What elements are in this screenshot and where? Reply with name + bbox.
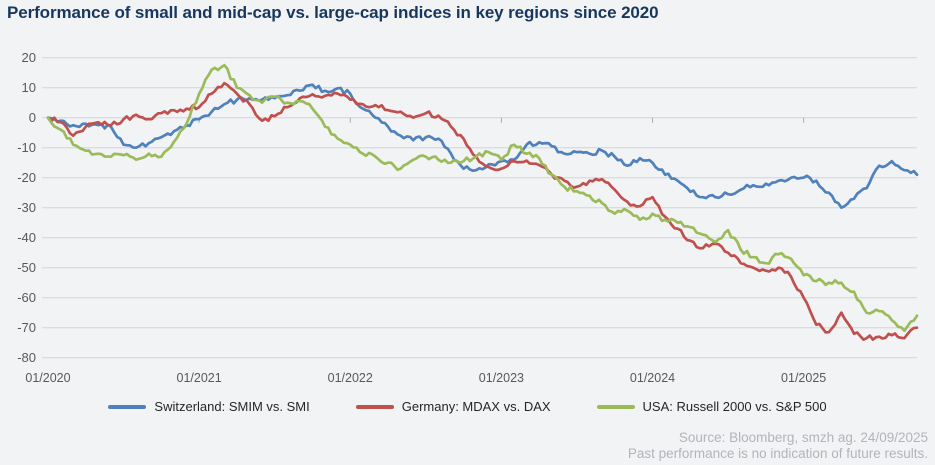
disclaimer-text: Past performance is no indication of fut… (627, 446, 928, 462)
svg-text:-50: -50 (17, 260, 36, 275)
legend-label-switzerland: Switzerland: SMIM vs. SMI (154, 399, 310, 414)
svg-text:-10: -10 (17, 140, 36, 155)
svg-text:01/2025: 01/2025 (781, 371, 826, 385)
svg-text:-70: -70 (17, 320, 36, 335)
svg-text:-40: -40 (17, 230, 36, 245)
source-text: Source: Bloomberg, smzh ag. 24/09/2025 (678, 430, 928, 446)
legend-item-switzerland: Switzerland: SMIM vs. SMI (108, 399, 310, 414)
svg-text:10: 10 (22, 80, 36, 95)
chart-title: Performance of small and mid-cap vs. lar… (7, 3, 659, 22)
chart-legend: Switzerland: SMIM vs. SMI Germany: MDAX … (0, 399, 935, 414)
svg-text:01/2021: 01/2021 (177, 371, 222, 385)
svg-text:-80: -80 (17, 350, 36, 365)
svg-text:-20: -20 (17, 170, 36, 185)
legend-label-germany: Germany: MDAX vs. DAX (401, 399, 551, 414)
svg-text:01/2020: 01/2020 (25, 371, 70, 385)
germany-line-swatch (355, 404, 394, 409)
svg-text:01/2022: 01/2022 (328, 371, 373, 385)
svg-text:01/2024: 01/2024 (630, 371, 675, 385)
footnote: Source: Bloomberg, smzh ag. 24/09/2025 P… (628, 430, 928, 462)
svg-text:20: 20 (22, 50, 36, 65)
switzerland-line-swatch (108, 404, 147, 409)
svg-text:01/2023: 01/2023 (479, 371, 524, 385)
usa-line-swatch (596, 404, 635, 409)
svg-text:-30: -30 (17, 200, 36, 215)
legend-item-usa: USA: Russell 2000 vs. S&P 500 (596, 399, 827, 414)
legend-label-usa: USA: Russell 2000 vs. S&P 500 (642, 399, 827, 414)
svg-text:-60: -60 (17, 290, 36, 305)
svg-text:0: 0 (29, 110, 36, 125)
legend-item-germany: Germany: MDAX vs. DAX (355, 399, 551, 414)
